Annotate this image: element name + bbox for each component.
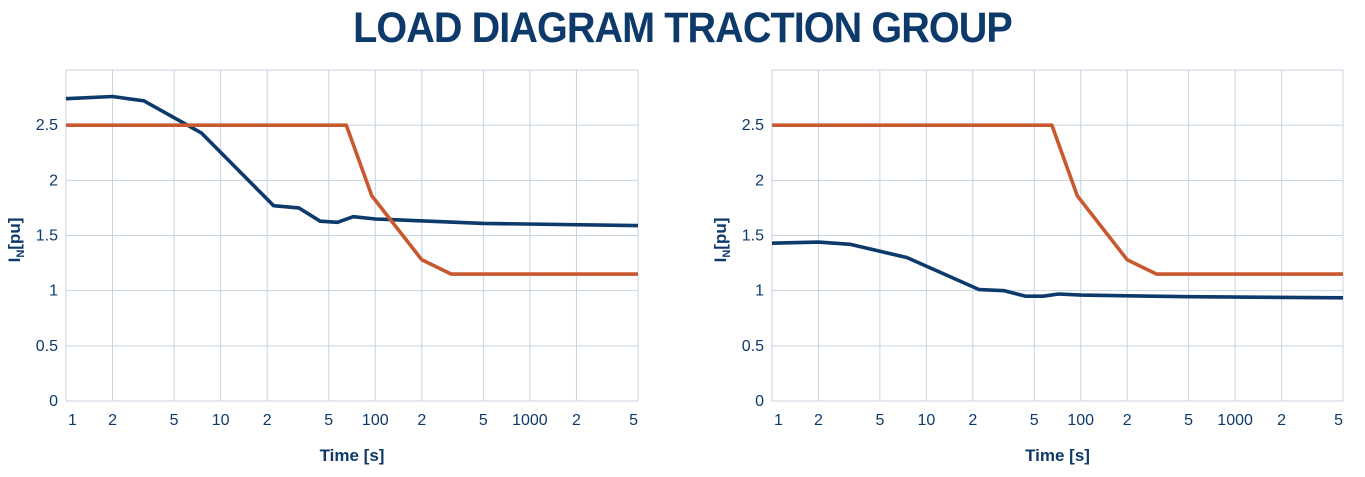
x-tick-label: 2 [263, 412, 272, 429]
x-tick-label: 2 [814, 412, 823, 429]
x-tick-label: 5 [875, 412, 884, 429]
x-tick-label: 5 [170, 412, 179, 429]
x-tick-label: 2 [1277, 412, 1286, 429]
x-tick-label: 2 [417, 412, 426, 429]
x-tick-label: 1 [774, 412, 783, 429]
x-tick-label: 100 [362, 412, 389, 429]
y-tick-label: 1 [49, 283, 58, 300]
chart-2: 1 2 5 10 2 5 100 2 5 1000 2 5 0 0.5 1 1.5 2 2.5 Time [s] IN… [711, 69, 1344, 465]
x-axis-label: Time [s] [320, 446, 385, 465]
chart-1: 1 2 5 10 2 5 100 2 5 1000 2 5 0 0.5 1 1.5 2 2.5 Time [s] IN… [5, 69, 639, 465]
x-tick-label: 10 [917, 412, 935, 429]
x-tick-label: 5 [629, 412, 638, 429]
page-title: LOAD DIAGRAM TRACTION GROUP [353, 4, 1013, 52]
x-tick-label: 2 [1123, 412, 1132, 429]
x-tick-label: 100 [1067, 412, 1094, 429]
series-line-orange [66, 123, 638, 276]
y-axis-label: IN[pu] [5, 218, 27, 263]
x-tick-label: 2 [108, 412, 117, 429]
y-tick-label: 1 [755, 283, 764, 300]
y-tick-label: 1.5 [36, 228, 58, 245]
x-tick-label: 1000 [1217, 412, 1253, 429]
x-tick-label: 5 [1030, 412, 1039, 429]
x-tick-label: 5 [479, 412, 488, 429]
x-tick-label: 1000 [512, 412, 548, 429]
y-tick-label: 2 [755, 172, 764, 189]
x-tick-label: 5 [1334, 412, 1343, 429]
series-line-orange [772, 123, 1343, 276]
x-tick-label: 10 [212, 412, 230, 429]
y-tick-label: 0.5 [36, 338, 58, 355]
x-tick-label: 5 [324, 412, 333, 429]
y-axis-label: IN[pu] [711, 218, 733, 263]
y-tick-label: 0 [755, 393, 764, 410]
x-tick-label: 2 [572, 412, 581, 429]
y-tick-label: 0.5 [742, 338, 764, 355]
y-tick-label: 2 [49, 172, 58, 189]
y-tick-label: 2.5 [36, 117, 58, 134]
y-tick-label: 0 [49, 393, 58, 410]
x-tick-label: 5 [1184, 412, 1193, 429]
y-tick-label: 1.5 [742, 228, 764, 245]
series-line-navy [65, 94, 639, 228]
series-line-navy [771, 240, 1344, 300]
x-axis-label: Time [s] [1025, 446, 1090, 465]
y-tick-label: 2.5 [742, 117, 764, 134]
x-tick-label: 2 [968, 412, 977, 429]
x-tick-label: 1 [68, 412, 77, 429]
